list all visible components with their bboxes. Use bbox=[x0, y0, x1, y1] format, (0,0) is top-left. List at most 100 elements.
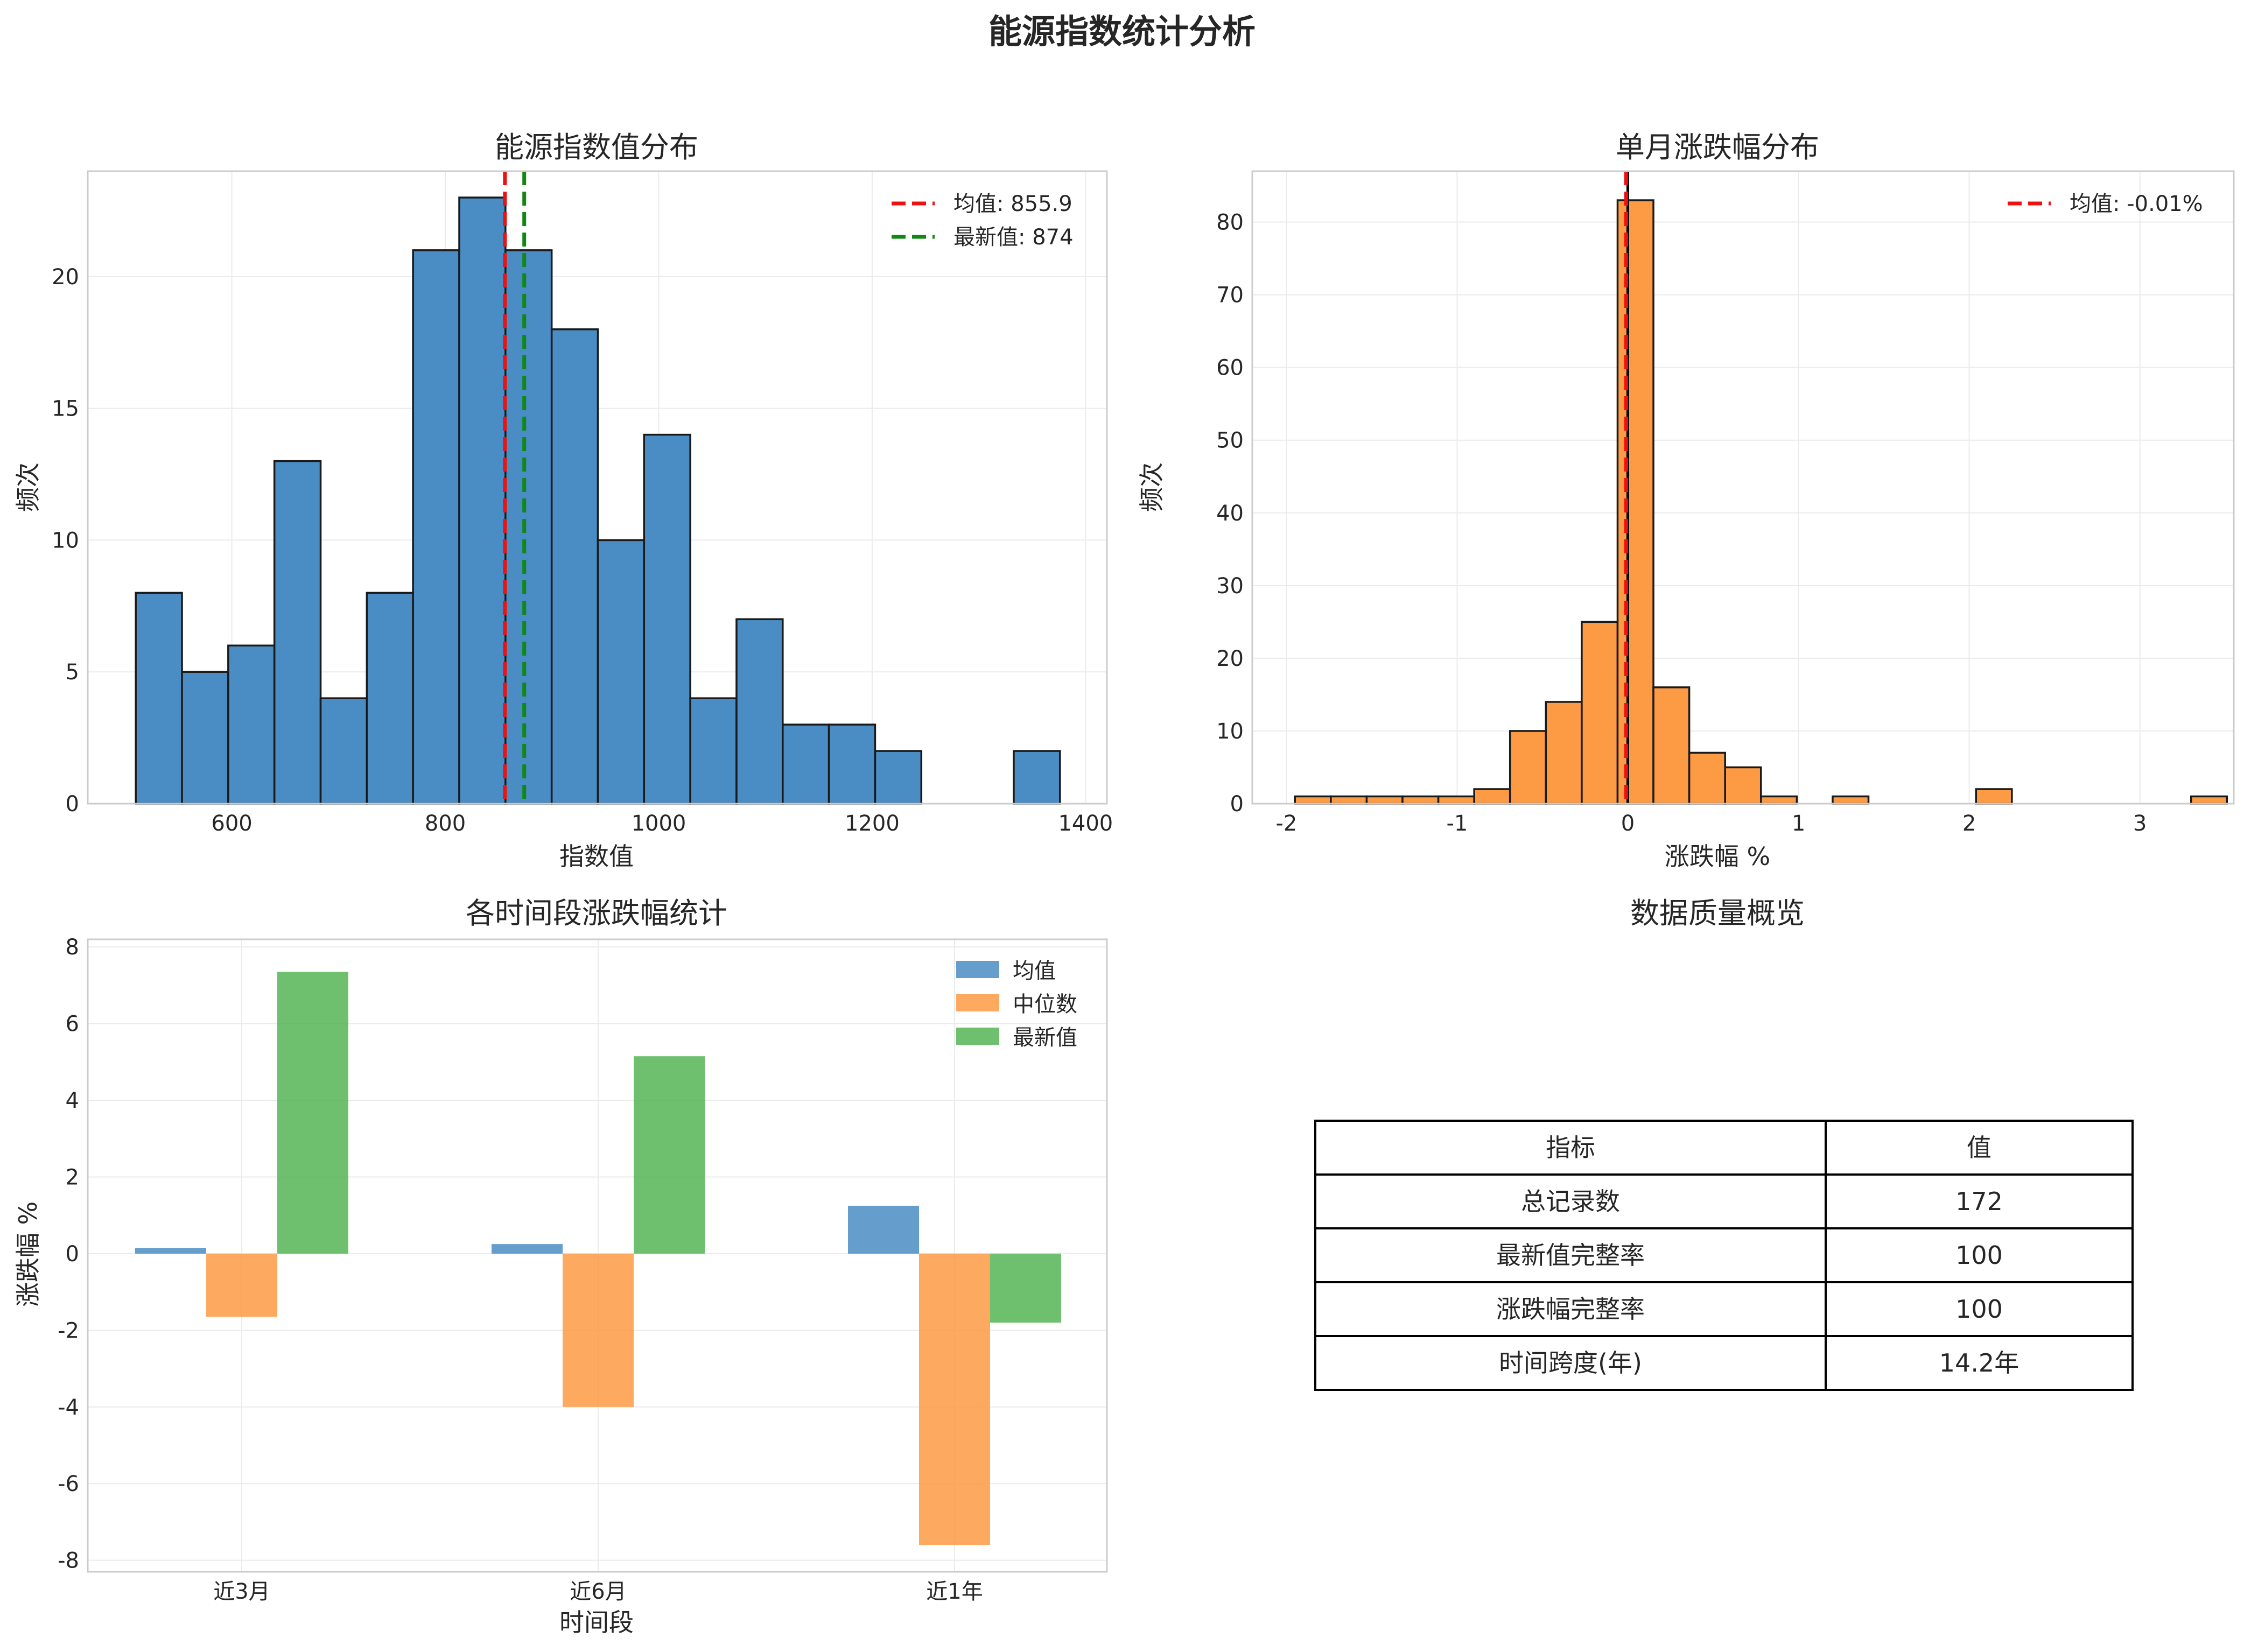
y-tick-label: 70 bbox=[1216, 283, 1244, 308]
x-tick-label: -2 bbox=[1275, 811, 1297, 836]
bar bbox=[848, 1205, 919, 1254]
y-tick-label: 0 bbox=[1230, 792, 1244, 817]
histogram-bar bbox=[1294, 795, 1332, 805]
table-cell bbox=[1314, 1335, 1827, 1391]
table-value: 100 bbox=[1955, 1241, 2003, 1270]
y-tick-label: -4 bbox=[58, 1395, 79, 1420]
change-histogram-xlabel: 涨跌幅 % bbox=[1665, 842, 1770, 871]
legend-label: 均值: 855.9 bbox=[953, 192, 1072, 216]
table-value: 14.2年 bbox=[1939, 1348, 2019, 1377]
x-tick-label: 1200 bbox=[845, 811, 900, 836]
period-change-xlabel: 时间段 bbox=[559, 1608, 634, 1637]
histogram-bar bbox=[1401, 795, 1440, 805]
table-cell bbox=[1314, 1227, 1827, 1283]
plot-frame bbox=[87, 938, 1108, 1573]
x-tick-label: 近3月 bbox=[213, 1579, 270, 1604]
legend-swatch bbox=[956, 994, 999, 1011]
y-tick-label: 10 bbox=[1216, 719, 1244, 744]
y-tick-label: 60 bbox=[1216, 356, 1244, 381]
histogram-bar bbox=[1975, 788, 2013, 805]
bar bbox=[919, 1253, 990, 1545]
table-metric: 最新值完整率 bbox=[1496, 1241, 1645, 1270]
histogram-bar bbox=[458, 196, 507, 805]
bar bbox=[563, 1253, 634, 1407]
histogram-bar bbox=[181, 671, 229, 805]
y-tick-label: 40 bbox=[1216, 501, 1244, 526]
legend-label: 最新值 bbox=[1013, 1025, 1077, 1050]
histogram-bar bbox=[1688, 751, 1726, 805]
x-tick-label: 600 bbox=[211, 811, 252, 836]
table-metric: 时间跨度(年) bbox=[1499, 1348, 1642, 1377]
bar bbox=[492, 1244, 563, 1254]
bar bbox=[277, 972, 348, 1254]
table-cell bbox=[1314, 1120, 1827, 1176]
legend-swatch bbox=[956, 1028, 999, 1045]
y-tick-label: 5 bbox=[66, 660, 79, 685]
y-tick-label: 2 bbox=[66, 1165, 79, 1190]
y-tick-label: 30 bbox=[1216, 574, 1244, 599]
bar bbox=[206, 1253, 277, 1317]
x-tick-label: 800 bbox=[425, 811, 466, 836]
x-tick-label: 近1年 bbox=[926, 1579, 983, 1604]
histogram-bar bbox=[273, 460, 322, 805]
table-cell bbox=[1825, 1335, 2134, 1391]
y-tick-label: -2 bbox=[58, 1318, 79, 1343]
histogram-bar bbox=[1581, 621, 1619, 805]
table-cell bbox=[1825, 1173, 2134, 1229]
histogram-bar bbox=[1473, 788, 1511, 805]
legend-label: 最新值: 874 bbox=[953, 225, 1074, 250]
plot-frame bbox=[87, 170, 1108, 805]
y-tick-label: 6 bbox=[66, 1012, 79, 1037]
y-tick-label: 15 bbox=[52, 397, 79, 421]
histogram-bar bbox=[828, 723, 876, 805]
histogram-bar bbox=[1652, 686, 1691, 805]
histogram-bar bbox=[1545, 701, 1583, 805]
histogram-bar bbox=[735, 618, 784, 805]
figure-title: 能源指数统计分析 bbox=[988, 12, 1256, 51]
period-change-panel: 各时间段涨跌幅统计 时间段 涨跌幅 % -8 -6 -4 -2 0 2 4 6 8 近3月 近6月 近… bbox=[13, 896, 1108, 1637]
bar bbox=[135, 1248, 206, 1254]
table-header: 指标 bbox=[1546, 1133, 1595, 1162]
histogram-bar bbox=[1509, 730, 1547, 805]
y-tick-label: 0 bbox=[66, 792, 79, 817]
x-tick-label: 1400 bbox=[1058, 811, 1113, 836]
histogram-bar bbox=[874, 750, 923, 805]
table-cell bbox=[1825, 1227, 2134, 1283]
histogram-bar bbox=[597, 539, 646, 805]
histogram-bar bbox=[366, 592, 414, 805]
bar bbox=[990, 1253, 1061, 1323]
y-tick-label: -6 bbox=[58, 1472, 79, 1496]
histogram-bar bbox=[504, 249, 553, 805]
data-quality-title: 数据质量概览 bbox=[1630, 896, 1805, 930]
histogram-bar bbox=[319, 697, 368, 805]
table-metric: 总记录数 bbox=[1521, 1187, 1620, 1216]
y-tick-label: 80 bbox=[1216, 210, 1244, 235]
histogram-bar bbox=[1437, 795, 1475, 805]
histogram-bar bbox=[1616, 199, 1654, 805]
y-tick-label: 10 bbox=[52, 528, 79, 553]
histogram-bar bbox=[412, 249, 460, 805]
table-cell bbox=[1314, 1281, 1827, 1337]
histogram-bar bbox=[1724, 766, 1762, 805]
index-histogram-xlabel: 指数值 bbox=[559, 842, 634, 871]
plot-frame bbox=[1251, 170, 2235, 805]
x-tick-label: 0 bbox=[1621, 811, 1635, 836]
period-change-title: 各时间段涨跌幅统计 bbox=[466, 896, 727, 930]
histogram-bar bbox=[1013, 750, 1061, 805]
y-tick-label: 4 bbox=[66, 1088, 79, 1113]
change-histogram-ylabel: 频次 bbox=[1137, 462, 1166, 512]
legend-label: 均值: -0.01% bbox=[2070, 192, 2203, 216]
index-histogram-title: 能源指数值分布 bbox=[495, 130, 698, 164]
legend-label: 均值 bbox=[1013, 959, 1056, 983]
histogram-bar bbox=[1330, 795, 1368, 805]
x-tick-label: 1 bbox=[1792, 811, 1805, 836]
histogram-bar bbox=[643, 433, 691, 805]
histogram-bar bbox=[550, 328, 599, 805]
legend-swatch bbox=[956, 961, 999, 978]
x-tick-label: 3 bbox=[2133, 811, 2147, 836]
period-change-ylabel: 涨跌幅 % bbox=[13, 1201, 43, 1307]
histogram-bar bbox=[689, 697, 738, 805]
y-tick-label: 20 bbox=[1216, 646, 1244, 671]
